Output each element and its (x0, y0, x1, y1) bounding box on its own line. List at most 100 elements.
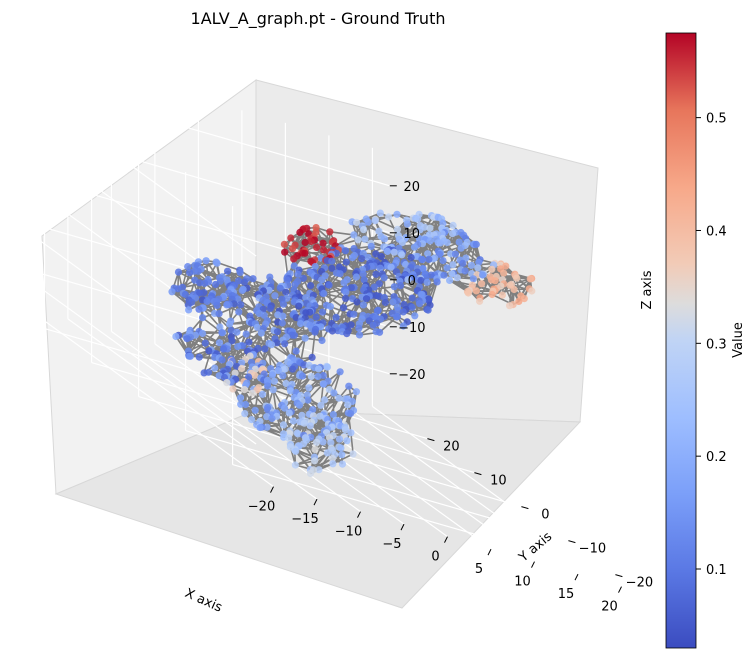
graph-node (418, 256, 426, 264)
graph-node (362, 295, 371, 303)
graph-node (290, 298, 298, 306)
graph-node (500, 269, 508, 277)
graph-node (266, 304, 274, 312)
graph-node (236, 394, 245, 402)
graph-node (453, 274, 461, 282)
grid-x-floor (67, 318, 318, 500)
graph-node (424, 306, 432, 314)
graph-node (261, 345, 269, 353)
graph-node (245, 338, 253, 346)
x-tick-mark (270, 486, 274, 493)
graph-node (285, 434, 293, 442)
graph-node (323, 449, 331, 457)
graph-node (260, 311, 268, 319)
graph-node (251, 406, 259, 414)
graph-node (377, 252, 385, 261)
y-tick-mark (568, 540, 576, 544)
graph-node (184, 263, 192, 271)
graph-node (200, 369, 208, 377)
graph-node (253, 323, 261, 331)
graph-node (436, 250, 444, 258)
graph-node (238, 359, 246, 367)
graph-node (270, 377, 278, 385)
y-tick-mark (615, 574, 623, 578)
graph-node (258, 390, 267, 398)
graph-node (313, 438, 321, 446)
graph-node (249, 275, 257, 283)
graph-node (332, 313, 340, 321)
graph-node (376, 264, 384, 272)
grid-x-floor (241, 368, 492, 550)
graph-node (282, 288, 290, 296)
graph-node (320, 380, 328, 388)
graph-node (403, 220, 411, 228)
graph-node (278, 319, 286, 327)
graph-node (196, 289, 204, 297)
graph-node (353, 298, 361, 306)
graph-node (361, 235, 369, 243)
graph-node (298, 411, 306, 419)
graph-node (317, 401, 325, 409)
grid-y-floor (232, 464, 616, 576)
graph-node (287, 234, 295, 242)
graph-node (236, 268, 244, 277)
graph-node (348, 254, 356, 262)
graph-node (168, 288, 176, 296)
grid-z-back (6, 75, 390, 187)
graph-node (319, 239, 327, 247)
colorbar: 0.1 0.2 0.3 0.4 0.5 Value (665, 32, 746, 649)
graph-node (240, 278, 248, 286)
graph-node (301, 334, 309, 342)
graph-node (235, 308, 243, 316)
graph-node (457, 244, 465, 252)
graph-node (326, 302, 335, 311)
graph-node (440, 271, 448, 279)
graph-node (359, 270, 367, 278)
graph-node (213, 301, 221, 309)
graph-node (269, 386, 277, 394)
graph-node (276, 284, 284, 292)
graph-node (359, 301, 367, 309)
graph-node (338, 460, 347, 468)
x-tick-label: 0 (431, 550, 439, 565)
graph-node (315, 466, 323, 474)
graph-node (385, 213, 393, 221)
graph-node (312, 313, 320, 321)
graph-node (215, 310, 223, 318)
z-tick-label: 0 (408, 274, 416, 289)
graph-node (256, 424, 264, 432)
graph-node (436, 239, 444, 247)
graph-node (390, 283, 398, 291)
y-tick-label: 0 (541, 508, 549, 523)
z-tick-label: 20 (404, 180, 421, 195)
graph-node (342, 294, 350, 302)
graph-node (336, 270, 344, 278)
graph-node (296, 228, 304, 236)
graph-node (369, 321, 377, 329)
y-tick-label: 10 (490, 474, 507, 489)
graph-node (455, 238, 463, 246)
grid-z-left (6, 263, 257, 445)
graph-node (393, 210, 401, 218)
graph-node (279, 300, 287, 308)
graph-node (398, 251, 406, 259)
graph-node (311, 457, 319, 465)
graph-node (228, 337, 236, 345)
graph-node (183, 335, 191, 343)
graph-node (360, 276, 368, 284)
graph-node (506, 302, 514, 310)
graph-node (462, 254, 470, 262)
graph-node (316, 412, 324, 420)
graph-node (289, 417, 297, 425)
graph-node (186, 269, 194, 277)
graph-node (307, 372, 315, 381)
graph-node (240, 386, 248, 394)
graph-node (488, 265, 496, 273)
graph-node (311, 445, 319, 454)
graph-node (238, 286, 246, 295)
x-tick-mark (313, 498, 318, 506)
graph-node (426, 237, 434, 245)
graph-node (417, 276, 425, 285)
graph-node (449, 261, 457, 269)
